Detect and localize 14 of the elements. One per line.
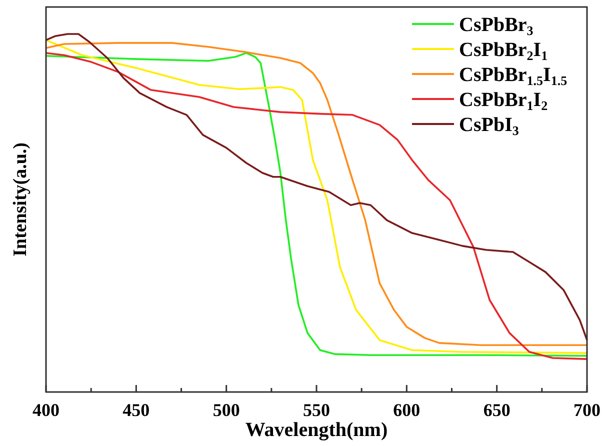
x-tick-label: 600 [393,400,420,420]
legend-label: CsPbBr$_{1.5}$I$_{1.5}$ [459,64,568,88]
legend-label: CsPbBr$_{3}$ [459,14,534,38]
y-axis-title: Intensity(a.u.) [10,142,31,257]
legend-label: CsPbBr$_{2}$I$_{1}$ [459,39,548,63]
x-axis-title: Wavelength(nm) [245,419,388,441]
x-tick-label: 450 [122,400,150,420]
x-tick-label: 550 [303,400,330,420]
x-tick-label: 500 [212,400,240,420]
x-tick-label: 400 [32,400,60,420]
x-tick-label: 700 [574,400,600,420]
x-tick-label: 650 [483,400,510,420]
legend-label: CsPbBr$_{1}$I$_{2}$ [459,89,548,113]
legend-label: CsPbI$_{3}$ [459,114,520,138]
